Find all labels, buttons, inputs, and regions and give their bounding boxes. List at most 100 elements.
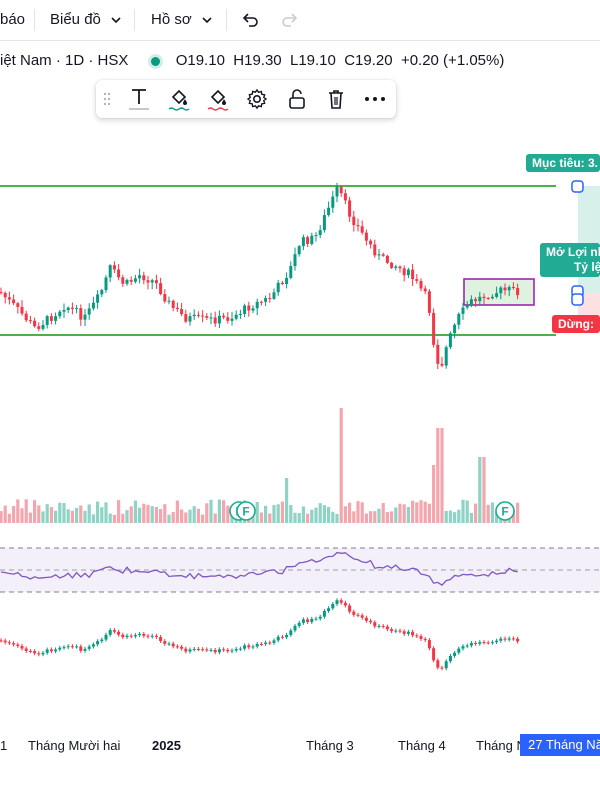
candle-body (310, 618, 314, 623)
volume-bar (75, 507, 79, 523)
volume-bar (171, 512, 175, 523)
toolbar-item-alerts[interactable]: báo (0, 11, 26, 28)
time-axis[interactable]: 1 Tháng Mười hai 2025 Tháng 3 Tháng 4 Tháng N (0, 0, 578, 753)
unlock-icon[interactable] (282, 84, 312, 114)
event-marker[interactable]: F (236, 501, 256, 521)
candle-body (192, 648, 196, 650)
candle-body (62, 647, 66, 649)
candle-body (348, 605, 352, 612)
volume-bar (0, 511, 3, 523)
line-color-icon[interactable] (203, 84, 233, 114)
candle-body (297, 622, 301, 626)
candle-body (159, 636, 163, 642)
candle-body (356, 225, 360, 227)
fill-color-icon[interactable] (164, 84, 194, 114)
candles-main (0, 182, 520, 369)
candle-body (360, 615, 364, 618)
candle-body (108, 265, 112, 278)
candle-body (54, 649, 58, 652)
target-handle[interactable] (571, 180, 584, 193)
volume-bar (87, 504, 91, 523)
candle-body (251, 646, 255, 648)
candle-body (226, 317, 230, 321)
volume-bar (280, 501, 284, 523)
volume-bar (511, 510, 515, 523)
candle-body (465, 305, 469, 308)
volume-bar (146, 504, 150, 523)
stop-label[interactable]: Dừng: (552, 315, 600, 333)
candle-body (117, 631, 121, 635)
market-status-dot (150, 56, 160, 66)
chart-type-menu[interactable]: Biểu đồ (50, 0, 121, 40)
candle-body (70, 307, 74, 309)
profile-menu[interactable]: Hồ sơ (151, 0, 212, 40)
volume-bar (3, 505, 7, 523)
candle-body (58, 311, 62, 317)
volume-bar (37, 505, 41, 523)
candle-body (33, 320, 37, 327)
candle-body (167, 300, 171, 302)
rsi-line (0, 551, 518, 586)
settings-icon[interactable] (242, 84, 272, 114)
open-pnl-line1: Mở Lợi nh (546, 245, 600, 259)
candle-body (37, 326, 41, 329)
volume-bar (335, 513, 339, 523)
candle-body (247, 645, 251, 648)
candle-body (499, 287, 503, 294)
candle-body (364, 232, 368, 241)
volume-bar (259, 512, 263, 523)
candle-body (117, 269, 121, 278)
volume-bars (0, 408, 520, 523)
volume-bar (188, 509, 192, 523)
event-marker[interactable]: F (495, 501, 515, 521)
volume-bar (448, 510, 452, 523)
undo-icon[interactable] (240, 10, 260, 30)
volume-bar (138, 507, 142, 523)
volume-bar (318, 503, 322, 523)
candle-body (226, 649, 230, 652)
candle-body (272, 292, 276, 299)
candle-body (45, 316, 49, 325)
candle-body (41, 324, 45, 329)
candle-body (343, 193, 347, 201)
candle-body (49, 316, 53, 321)
candle-body (268, 298, 272, 300)
candle-body (129, 635, 133, 637)
candle-body (507, 287, 511, 291)
volume-bar (486, 504, 490, 523)
candle-body (108, 630, 112, 635)
candle-body (171, 300, 175, 308)
candle-body (335, 600, 339, 605)
candle-body (196, 648, 200, 650)
candle-body (457, 648, 461, 653)
candle-body (62, 310, 66, 312)
candle-body (385, 626, 389, 630)
volume-bar (7, 513, 11, 523)
target-label[interactable]: Mục tiêu: 3. (526, 154, 600, 172)
candle-body (444, 347, 448, 366)
candle-body (440, 667, 444, 669)
drag-handle-icon[interactable] (98, 84, 116, 114)
candle-body (121, 634, 125, 638)
candle-body (343, 602, 347, 606)
candle-body (348, 200, 352, 217)
trash-icon[interactable] (321, 84, 351, 114)
volume-bar (369, 511, 373, 523)
time-axis-label: 2025 (152, 738, 181, 753)
text-icon[interactable] (124, 84, 154, 114)
candle-body (511, 287, 515, 289)
volume-bar (314, 507, 318, 523)
open-pnl-line2: Tỷ lệ (574, 260, 600, 274)
volume-bar (356, 501, 360, 523)
candle-body (495, 293, 499, 297)
candle-body (201, 649, 205, 651)
candle-body (390, 262, 394, 268)
open-pnl-label[interactable]: Mở Lợi nh Tỷ lệ (540, 243, 600, 277)
volume-bar (444, 510, 448, 523)
candle-body (301, 237, 305, 247)
symbol-title[interactable]: iệt Nam · 1D · HSX (0, 52, 129, 69)
redo-icon[interactable] (280, 10, 300, 30)
entry-handle-2[interactable] (571, 293, 584, 306)
more-icon[interactable] (360, 84, 390, 114)
